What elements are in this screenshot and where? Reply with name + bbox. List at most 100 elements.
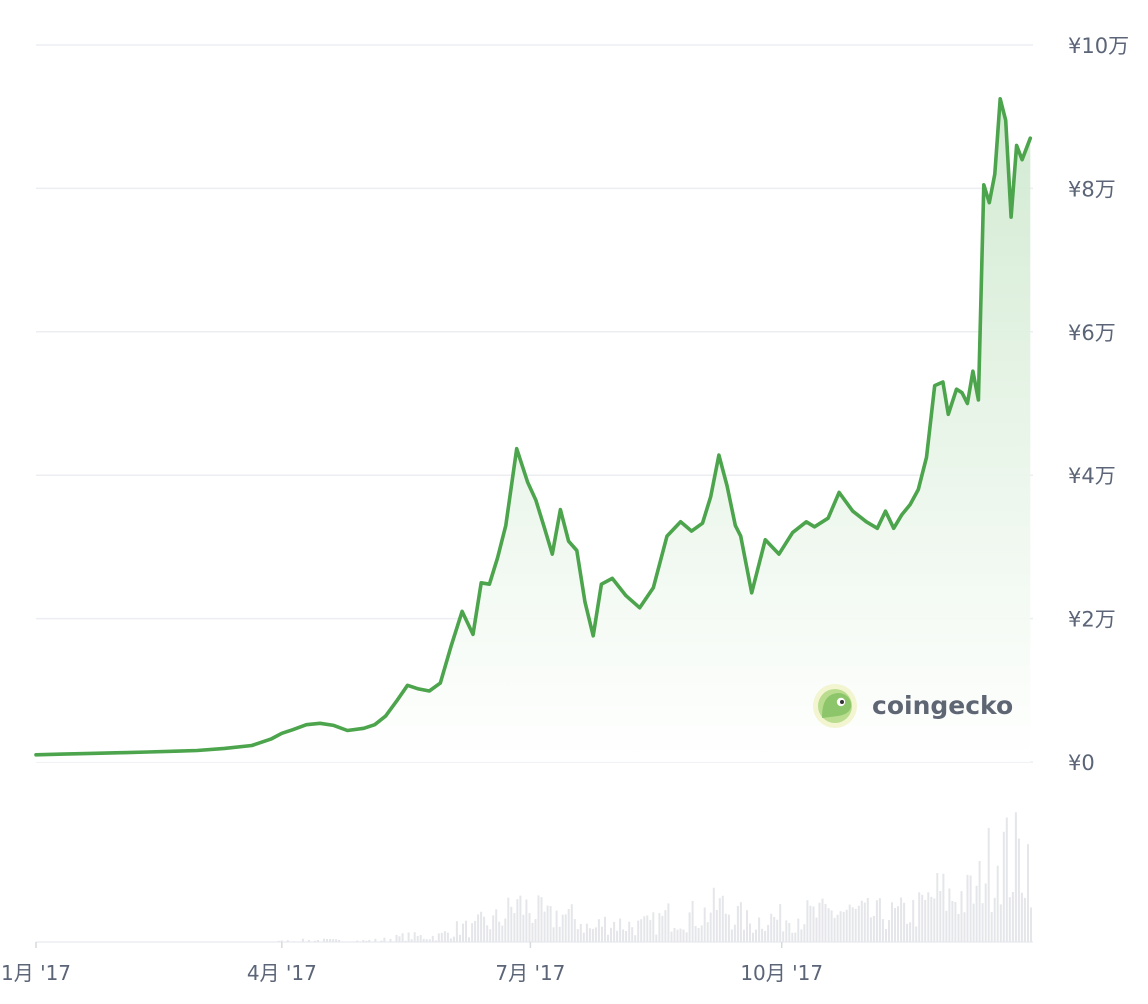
volume-bar [301,938,304,942]
volume-bar [404,940,407,942]
volume-bar [513,913,516,942]
volume-bar [1005,817,1008,942]
volume-bar [537,895,540,942]
volume-bar [1027,844,1029,942]
volume-bar [773,917,776,942]
volume-bar [715,910,718,942]
price-series-line [34,97,1033,757]
volume-bar [522,914,525,942]
volume-bar [658,913,661,942]
x-tick-label: 10月 '17 [740,961,823,985]
watermark-text: coingecko [872,691,1013,720]
volume-bar [555,910,558,942]
volume-bar [894,908,896,942]
volume-bar [900,897,903,942]
volume-bar [1011,892,1014,942]
volume-bar [395,934,398,942]
volume-bar [477,914,480,942]
volume-bar [561,914,564,942]
price-area-fill [36,98,1031,763]
volume-bar [969,875,972,942]
volume-bar [480,911,483,942]
volume-bar [718,898,721,942]
volume-bar [954,902,957,942]
volume-bar [1030,907,1032,942]
volume-bar [407,932,410,942]
volume-bar [326,939,328,942]
volume-bar [679,928,682,942]
volume-bar [640,919,643,942]
volume-bar [314,940,316,942]
volume-bar [483,916,486,942]
volume-bar [999,904,1002,942]
volume-bar [365,940,368,942]
volume-bar [915,926,918,942]
volume-bar [761,928,764,942]
volume-bar [691,901,694,942]
volume-bar [776,919,779,942]
volume-bar [534,919,537,942]
volume-bar [455,921,458,942]
volume-bar [936,873,939,942]
grid-lines [36,44,1033,943]
volume-bar [830,910,833,942]
volume-bar [951,901,954,942]
volume-bar [897,906,899,942]
coingecko-logo-icon [813,684,857,728]
volume-bar [800,929,803,942]
volume-bar [655,934,658,942]
volume-bar [703,907,706,942]
volume-bar [564,914,567,942]
volume-bar [286,940,289,942]
volume-bar [670,931,673,942]
volume-bar [866,898,869,942]
volume-bar [667,903,670,942]
volume-bar [854,908,857,942]
price-line [34,97,1033,757]
x-tick-label: 7月 '17 [495,961,565,985]
volume-bar [431,935,434,942]
x-axis-ticks: 1月 '17 4月 '17 7月 '17 10月 '17 [1,942,823,985]
volume-bar [812,906,815,942]
volume-bar [425,939,428,942]
volume-bar [712,887,715,942]
volume-bar [459,934,461,942]
volume-bar [661,915,664,942]
volume-bar [993,897,996,942]
volume-bar [845,909,848,942]
volume-bar [540,897,543,942]
volume-bar [770,913,773,942]
volume-bar [996,865,999,942]
volume-bar [909,922,912,942]
volume-bar [945,910,948,942]
volume-bar [619,918,622,942]
volume-bar [721,895,724,942]
volume-bar [374,938,377,942]
volume-bar [604,916,606,942]
volume-bar [401,933,404,942]
volume-bar [576,929,579,942]
volume-bar [443,931,446,942]
volume-bar [857,905,860,942]
volume-bar [990,912,993,942]
volume-bar [743,929,745,942]
volume-bar [733,924,736,942]
volume-bar [860,900,863,942]
volume-bar [398,936,401,942]
volume-bar [688,912,691,942]
volume-bar [851,907,854,942]
volume-bar [752,932,754,942]
volume-bar [643,916,646,942]
volume-bar [848,904,851,942]
volume-bar [383,937,386,942]
volume-bar [933,898,936,942]
volume-bar [558,926,561,942]
volume-bar [625,931,628,942]
volume-bar [468,937,470,942]
volume-bar [495,909,498,942]
volume-bar [755,929,757,942]
volume-bar [519,895,522,942]
volume-bar [836,914,839,942]
volume-bar [730,929,733,942]
